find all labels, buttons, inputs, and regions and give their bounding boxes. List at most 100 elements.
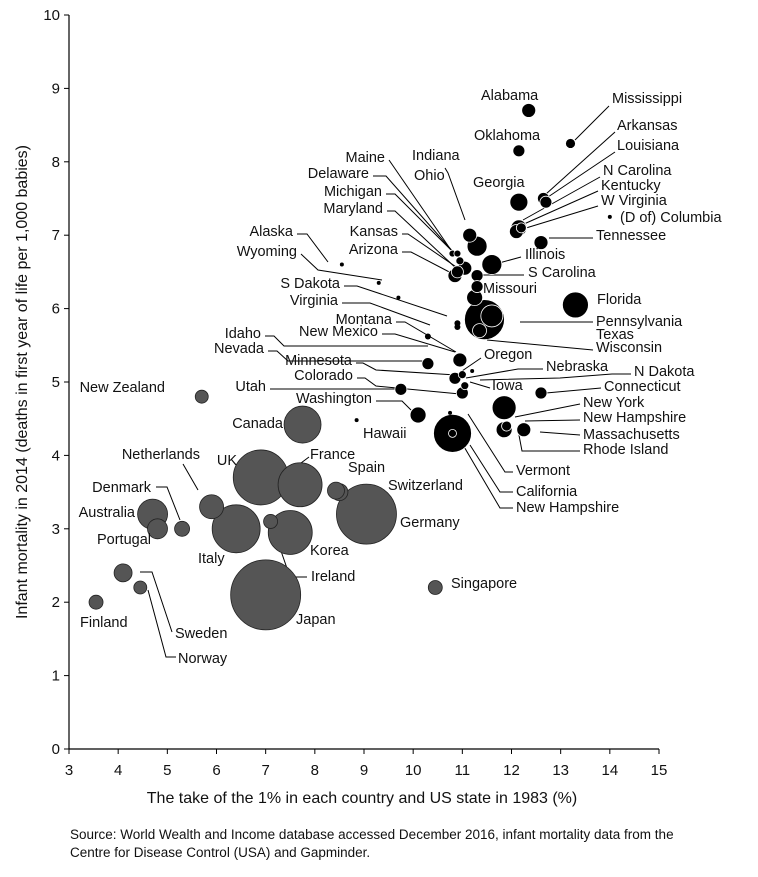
label-texas: Texas: [596, 327, 634, 343]
label-spain: Spain: [348, 460, 385, 476]
point-s-dakota: [396, 295, 401, 300]
label-ohio: Ohio: [414, 168, 445, 184]
point-denmark: [174, 520, 190, 537]
label-ireland: Ireland: [311, 569, 355, 585]
point-utah: [394, 382, 408, 396]
label-new-hampshire: New Hampshire: [583, 410, 686, 426]
leader-delaware: [373, 175, 456, 255]
x-tick-label: 9: [360, 762, 368, 779]
point-korea: [267, 510, 313, 555]
leader-mississippi: [574, 105, 610, 141]
point-w-virginia: [515, 222, 527, 234]
label-s-carolina: S Carolina: [528, 265, 597, 281]
label-switzerland: Switzerland: [388, 478, 463, 494]
point-germany: [336, 483, 397, 545]
label-tennessee: Tennessee: [596, 228, 666, 244]
label-alabama: Alabama: [481, 88, 539, 104]
label-france: France: [310, 447, 355, 463]
label-japan: Japan: [296, 612, 336, 628]
leader-new-hampshire: [524, 419, 581, 422]
label-mississippi: Mississippi: [612, 91, 682, 107]
label-n-dakota: N Dakota: [634, 364, 695, 380]
x-tick-label: 14: [601, 762, 618, 779]
leader-new-york: [514, 403, 581, 418]
label-australia: Australia: [79, 505, 136, 521]
x-tick-label: 11: [455, 762, 471, 779]
point-indiana: [462, 227, 478, 243]
y-tick-label: 5: [52, 374, 60, 391]
label-louisiana: Louisiana: [617, 138, 680, 154]
label-portugal: Portugal: [97, 532, 151, 548]
point-alabama: [521, 103, 537, 118]
label-canada: Canada: [232, 416, 284, 432]
leader-w-virginia: [525, 205, 599, 229]
point-netherlands: [199, 494, 224, 520]
label-rhode-island: Rhode Island: [583, 442, 668, 458]
y-tick-label: 10: [43, 7, 60, 24]
label-norway: Norway: [178, 651, 228, 667]
point-d-of-columbia: [607, 214, 612, 219]
x-tick-label: 6: [212, 762, 220, 779]
y-tick-label: 2: [52, 594, 60, 611]
label-arizona: Arizona: [349, 242, 399, 258]
point-alaska: [339, 262, 344, 267]
point-hawaii: [354, 418, 359, 423]
label-alaska: Alaska: [249, 224, 293, 240]
point-washington: [409, 406, 427, 424]
point-sweden: [113, 563, 133, 583]
point-nevada: [421, 357, 435, 371]
leader-washington: [376, 400, 412, 411]
label-n-carolina: N Carolina: [603, 163, 672, 179]
label-italy: Italy: [198, 551, 225, 567]
leader-montana: [396, 321, 457, 353]
x-tick-label: 13: [552, 762, 569, 779]
leader-denmark: [156, 486, 181, 521]
label-korea: Korea: [310, 543, 350, 559]
x-tick-label: 8: [311, 762, 319, 779]
point-new-york: [491, 395, 517, 421]
point-florida: [562, 291, 589, 319]
y-tick-label: 9: [52, 80, 60, 97]
point-wisconsin: [472, 323, 487, 339]
label-utah: Utah: [235, 379, 266, 395]
label-massachusetts: Massachusetts: [583, 427, 680, 443]
label-georgia: Georgia: [473, 175, 526, 191]
leader-michigan: [386, 193, 464, 263]
y-tick-label: 7: [52, 227, 60, 244]
point-georgia: [509, 192, 529, 212]
source-note: Source: World Wealth and Income database…: [70, 827, 674, 860]
y-tick-label: 6: [52, 301, 60, 318]
point-tennessee: [533, 235, 549, 250]
leader-virginia: [342, 302, 431, 326]
leader-massachusetts: [539, 431, 581, 436]
x-axis-title: The take of the 1% in each country and U…: [147, 790, 577, 807]
label-kansas: Kansas: [350, 224, 398, 240]
label-missouri: Missouri: [483, 281, 537, 297]
x-tick-label: 15: [651, 762, 668, 779]
label-pennsylvania: Pennsylvania: [596, 314, 683, 330]
label-delaware: Delaware: [308, 166, 369, 182]
leader-iowa: [469, 381, 491, 389]
y-axis-title: Infant mortality in 2014 (deaths in firs…: [14, 145, 31, 619]
label-kentucky: Kentucky: [601, 178, 661, 194]
y-tick-label: 0: [52, 741, 60, 758]
label-oregon: Oregon: [484, 347, 532, 363]
label-maine: Maine: [346, 150, 386, 166]
point-oregon: [452, 352, 468, 368]
x-tick-label: 7: [261, 762, 269, 779]
point-france: [277, 462, 323, 508]
leader-n-dakota: [479, 373, 631, 381]
label-wisconsin: Wisconsin: [596, 340, 662, 356]
label-florida: Florida: [597, 292, 642, 308]
label-oklahoma: Oklahoma: [474, 128, 541, 144]
point-portugal: [147, 518, 168, 540]
point-maryland: [451, 265, 464, 279]
point-michigan: [455, 256, 465, 266]
label-singapore: Singapore: [451, 576, 517, 592]
point-pennsylvania: [480, 304, 504, 328]
label-w-virginia: W Virginia: [601, 193, 668, 209]
leader-s-dakota: [344, 285, 448, 317]
label-hawaii: Hawaii: [363, 426, 407, 442]
leader-wyoming: [300, 253, 383, 281]
